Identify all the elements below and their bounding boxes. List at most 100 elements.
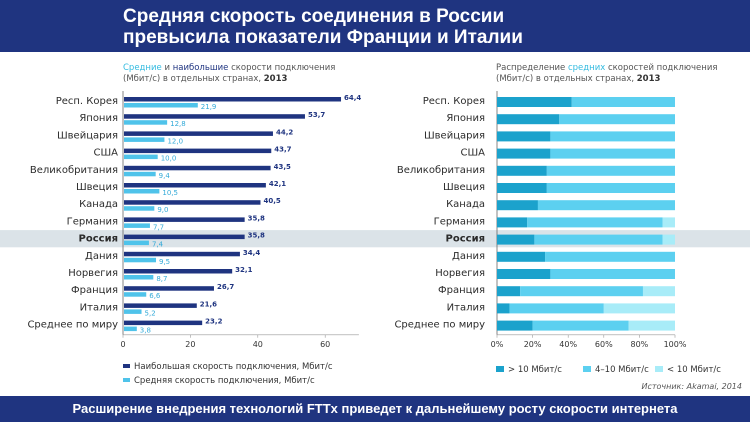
- left-bar-chart: Респ. Корея 64,4 21,9 Япония 53,7 12,8 Швейцар…: [27, 91, 361, 349]
- bar-max-германия: [124, 217, 245, 222]
- label-max-дания: 34,4: [243, 249, 260, 257]
- seg-1-норвегия: [550, 269, 675, 279]
- legend-label-high: > 10 Мбит/с: [508, 365, 562, 375]
- label-max-великобритания: 43,5: [274, 163, 291, 171]
- right-category-швейцария: Швейцария: [424, 130, 485, 141]
- legend-label-avg: Средняя скорость подключения, Мбит/с: [134, 376, 315, 386]
- bar-avg-среднее-по-миру: [124, 326, 137, 332]
- label-avg-великобритания: 9,4: [159, 172, 171, 180]
- seg-1-сша: [550, 148, 675, 159]
- left-x-tick-0: 0: [120, 340, 125, 349]
- seg-1-италия: [509, 303, 604, 314]
- seg-1-германия: [527, 217, 663, 228]
- right-category-дания: Дания: [452, 251, 485, 262]
- seg-1-россия: [534, 234, 663, 245]
- seg-0-среднее-по-миру: [497, 320, 533, 331]
- seg-2-германия: [662, 217, 675, 228]
- seg-0-сша: [497, 148, 551, 159]
- legend-label-mid: 4–10 Мбит/с: [595, 365, 649, 375]
- label-max-франция: 26,7: [217, 283, 234, 291]
- right-category-среднее-по-миру: Среднее по миру: [394, 320, 485, 331]
- seg-2-среднее-по-миру: [628, 320, 675, 331]
- seg-1-швейцария: [550, 131, 675, 142]
- label-max-италия: 21,6: [200, 300, 217, 308]
- right-category-япония: Япония: [446, 113, 485, 124]
- seg-1-швеция: [546, 183, 675, 193]
- bar-avg-канада: [124, 206, 155, 211]
- right-legend: > 10 Мбит/с 4–10 Мбит/с < 10 Мбит/с: [496, 365, 721, 375]
- left-category-германия: Германия: [67, 216, 118, 227]
- bar-avg-япония: [124, 120, 168, 125]
- right-category-канада: Канада: [446, 199, 485, 210]
- label-avg-швеция: 10,5: [162, 189, 178, 197]
- left-x-tick-60: 60: [320, 340, 330, 349]
- legend-swatch-low: [655, 366, 663, 372]
- legend-label-low: < 10 Мбит/с: [667, 365, 721, 375]
- bar-max-швеция: [124, 183, 266, 188]
- bar-max-дания: [124, 251, 240, 257]
- label-max-канада: 40,5: [263, 197, 280, 205]
- footer-banner: Расширение внедрения технологий FTTx при…: [0, 396, 750, 422]
- left-x-tick-20: 20: [185, 340, 195, 349]
- left-category-сша: США: [93, 148, 118, 159]
- source-note: Источник: Akamai, 2014: [641, 382, 742, 391]
- left-chart-caption-line1: Средние и наибольшие скорости подключени…: [123, 63, 335, 73]
- footer-text: Расширение внедрения технологий FTTx при…: [72, 401, 678, 416]
- label-max-германия: 35,8: [248, 214, 265, 222]
- bar-avg-респ-корея: [124, 103, 198, 108]
- legend-swatch-high: [496, 366, 504, 372]
- label-max-среднее-по-миру: 23,2: [205, 318, 222, 326]
- page-title: Средняя скорость соединения в России пре…: [123, 6, 743, 48]
- header-banner: Средняя скорость соединения в России пре…: [0, 0, 750, 52]
- bar-max-япония: [124, 114, 305, 119]
- right-x-tick-40: 40%: [559, 340, 577, 349]
- label-max-россия: 35,8: [248, 232, 265, 240]
- bar-avg-норвегия: [124, 275, 154, 280]
- label-max-япония: 53,7: [308, 111, 325, 119]
- label-avg-германия: 7,7: [153, 223, 164, 231]
- label-avg-италия: 5,2: [145, 309, 156, 317]
- label-avg-норвегия: 8,7: [156, 275, 167, 283]
- seg-2-италия: [603, 303, 675, 314]
- bar-avg-франция: [124, 292, 147, 297]
- seg-0-швейцария: [497, 131, 551, 142]
- label-avg-среднее-по-миру: 3,8: [140, 327, 151, 335]
- left-category-россия: Россия: [79, 234, 118, 245]
- seg-1-франция: [520, 286, 643, 297]
- bar-max-франция: [124, 286, 214, 291]
- seg-1-среднее-по-миру: [532, 320, 629, 331]
- right-x-tick-20: 20%: [524, 340, 542, 349]
- left-category-среднее-по-миру: Среднее по миру: [27, 320, 118, 331]
- left-category-швеция: Швеция: [76, 182, 118, 193]
- label-avg-дания: 9,5: [159, 258, 170, 266]
- right-x-tick-60: 60%: [595, 340, 613, 349]
- right-chart-caption-line2: (Мбит/с) в отдельных странах, 2013: [496, 74, 661, 84]
- left-category-япония: Япония: [79, 113, 118, 124]
- seg-0-великобритания: [497, 165, 547, 176]
- seg-0-италия: [497, 303, 510, 314]
- label-avg-сша: 10,0: [161, 155, 177, 163]
- left-category-респ-корея: Респ. Корея: [56, 96, 118, 107]
- label-avg-канада: 9,0: [157, 206, 168, 214]
- bar-max-швейцария: [124, 131, 273, 136]
- seg-0-япония: [497, 114, 560, 125]
- label-avg-россия: 7,4: [152, 241, 164, 249]
- seg-0-франция: [497, 286, 521, 297]
- left-category-швейцария: Швейцария: [57, 130, 118, 141]
- bar-avg-швеция: [124, 189, 160, 194]
- right-category-франция: Франция: [438, 285, 485, 296]
- bar-avg-дания: [124, 257, 157, 263]
- right-chart-caption-line1: Распределение средних скоростей подключе…: [496, 63, 717, 73]
- bar-max-респ-корея: [124, 97, 342, 102]
- seg-0-россия: [497, 234, 535, 245]
- label-max-норвегия: 32,1: [235, 266, 252, 274]
- bar-max-канада: [124, 200, 261, 205]
- left-category-великобритания: Великобритания: [30, 165, 118, 176]
- left-category-италия: Италия: [80, 302, 118, 313]
- right-category-германия: Германия: [434, 216, 485, 227]
- legend-swatch-max: [123, 364, 130, 368]
- left-chart-caption-line2: (Мбит/с) в отдельных странах, 2013: [123, 74, 288, 84]
- legend-swatch-mid: [583, 366, 591, 372]
- label-avg-япония: 12,8: [170, 120, 186, 128]
- label-avg-респ-корея: 21,9: [201, 103, 217, 111]
